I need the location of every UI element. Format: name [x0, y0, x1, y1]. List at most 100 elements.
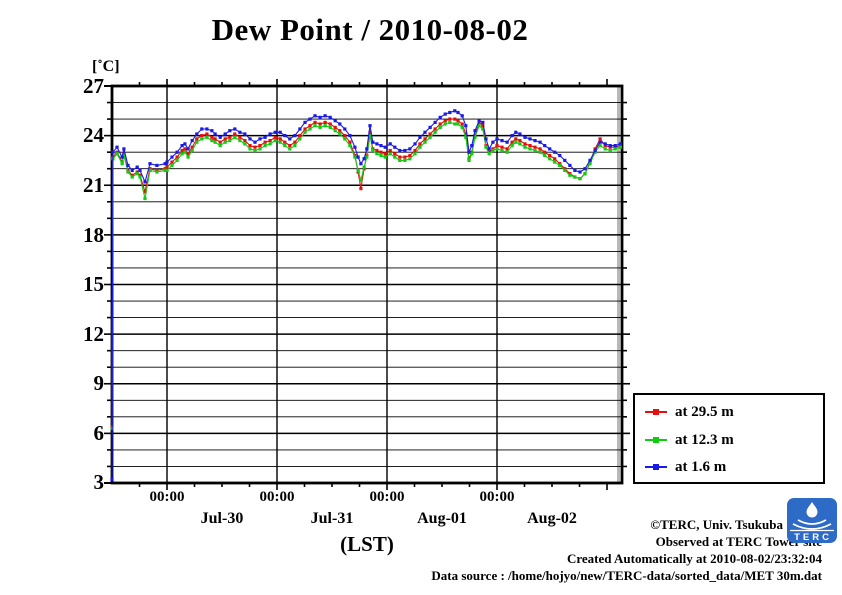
series-marker — [603, 147, 607, 151]
series-marker — [484, 145, 488, 149]
series-marker — [205, 127, 209, 131]
series-marker — [313, 120, 317, 124]
series-marker — [608, 144, 612, 148]
series-marker — [398, 148, 402, 153]
series-marker — [356, 168, 360, 172]
series-marker — [130, 168, 134, 172]
series-marker — [356, 155, 360, 159]
series-marker — [195, 137, 199, 141]
series-marker — [433, 127, 437, 131]
series-marker — [460, 114, 464, 118]
series-marker — [195, 132, 199, 136]
series-marker — [528, 147, 532, 151]
series-marker — [510, 134, 514, 138]
series-marker — [443, 112, 447, 116]
series-marker — [218, 135, 222, 139]
series-marker — [138, 173, 142, 177]
legend-label: at 12.3 m — [675, 431, 734, 448]
series-marker — [243, 142, 247, 146]
series-marker — [111, 150, 115, 154]
series-marker — [428, 132, 432, 136]
x-date-label: Jul-30 — [200, 510, 244, 527]
series-marker — [362, 165, 366, 169]
legend-label: at 29.5 m — [675, 403, 734, 420]
series-marker — [348, 134, 352, 138]
series-marker — [130, 173, 134, 177]
series-marker — [263, 135, 267, 139]
series-marker — [467, 150, 471, 154]
series-marker — [313, 124, 317, 128]
series-marker — [343, 127, 347, 131]
series-marker — [163, 167, 167, 171]
series-marker — [383, 152, 387, 156]
y-tick-label: 12 — [83, 322, 104, 346]
series-marker — [170, 155, 174, 159]
series-marker — [418, 142, 422, 146]
series-marker — [368, 134, 372, 138]
series-marker — [233, 127, 237, 131]
series-marker — [323, 120, 327, 124]
series-marker — [313, 114, 317, 118]
series-marker — [165, 160, 169, 164]
series-marker — [393, 155, 397, 159]
series-marker — [505, 140, 509, 144]
series-marker — [318, 122, 322, 126]
series-marker — [233, 132, 237, 136]
y-axis-unit-label: [˚C] — [92, 58, 120, 75]
series-marker — [155, 170, 159, 174]
series-marker — [393, 145, 397, 149]
series-marker — [553, 157, 557, 161]
series-marker — [598, 144, 602, 148]
series-marker — [183, 142, 187, 146]
series-marker — [423, 137, 427, 141]
series-marker — [548, 153, 552, 158]
series-marker — [553, 150, 557, 154]
series-marker — [359, 178, 363, 182]
series-marker — [510, 144, 514, 148]
series-marker — [263, 144, 267, 148]
series-marker — [491, 148, 495, 153]
series-marker — [533, 148, 537, 153]
y-tick-label: 27 — [83, 74, 104, 98]
series-marker — [353, 155, 357, 159]
series-marker — [205, 132, 209, 136]
series-marker — [283, 144, 287, 148]
series-marker — [248, 144, 252, 148]
series-marker — [365, 147, 369, 151]
series-marker — [533, 139, 537, 143]
series-marker — [273, 135, 277, 139]
y-tick-label: 3 — [93, 470, 105, 494]
series-marker — [578, 170, 582, 174]
series-marker — [308, 124, 312, 128]
series-marker — [523, 135, 527, 139]
series-marker — [303, 120, 307, 124]
series-marker — [383, 145, 387, 149]
series-marker — [333, 129, 337, 133]
series-marker — [263, 140, 267, 144]
series-marker — [481, 120, 485, 124]
series-marker — [438, 115, 442, 119]
series-marker — [393, 152, 397, 156]
x-tick-label: 00:00 — [259, 489, 295, 505]
series-marker — [456, 122, 460, 126]
series-marker — [473, 135, 477, 139]
series-marker — [135, 165, 139, 169]
x-date-label: Aug-02 — [527, 510, 577, 527]
series-marker — [333, 125, 337, 129]
series-marker — [495, 137, 499, 141]
series-marker — [115, 145, 119, 149]
series-marker — [323, 114, 327, 118]
series-marker — [413, 142, 417, 146]
series-at-1-6-m — [110, 109, 622, 482]
series-marker — [258, 137, 262, 141]
water-drop-icon — [806, 502, 818, 518]
series-marker — [368, 124, 372, 128]
series-marker — [375, 152, 379, 156]
series-marker — [464, 124, 468, 128]
series-marker — [308, 117, 312, 121]
series-marker — [293, 134, 297, 138]
series-marker — [253, 145, 257, 149]
series-marker — [553, 160, 557, 164]
series-marker — [190, 145, 194, 149]
